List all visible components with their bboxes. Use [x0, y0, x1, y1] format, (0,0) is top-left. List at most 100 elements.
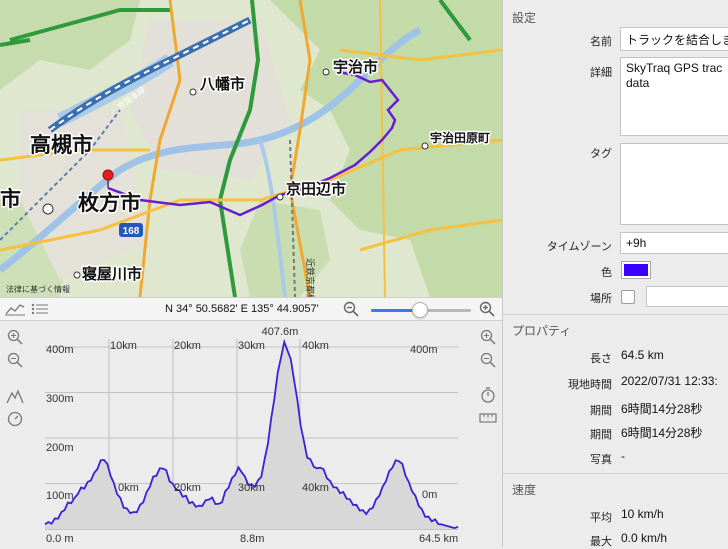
stopwatch-icon[interactable] [480, 386, 496, 404]
detail-field[interactable]: SkyTraq GPS trac data [620, 57, 728, 136]
inspector-panel: 設定 名前 トラックを結合しま 詳細 SkyTraq GPS trac data… [502, 0, 728, 548]
place-field[interactable] [646, 286, 728, 307]
zoom-slider-fill [371, 309, 419, 312]
line-graph-icon[interactable] [5, 302, 25, 316]
main-road [379, 0, 386, 297]
zoom-in-icon[interactable] [7, 329, 23, 345]
x-axis-start: 0.0 m [46, 533, 74, 545]
zoom-slider-thumb[interactable] [412, 302, 428, 318]
city-label-uji: 宇治市 [333, 58, 378, 76]
city-label-kyotanabe: 京田辺市 [286, 180, 346, 198]
duration-label: 期間 [590, 429, 612, 441]
timezone-field[interactable]: +9h [620, 232, 728, 254]
gps-track[interactable] [107, 70, 400, 217]
x-axis-mid: 8.8m [240, 533, 264, 545]
section-title-settings: 設定 [512, 11, 537, 25]
zoom-in-icon[interactable] [479, 301, 495, 317]
tags-label: タグ [590, 148, 612, 160]
zoom-out-icon[interactable] [480, 352, 496, 368]
name-field[interactable]: トラックを結合しま [620, 27, 728, 51]
avg-speed-label: 平均 [590, 512, 612, 524]
x-tick-label: 40km [302, 340, 329, 352]
city-dot [189, 88, 197, 96]
x-tick-label: 30km [238, 482, 265, 494]
map-view[interactable]: 168 高槻市 枚方市 市 八幡市 宇治市 京田辺市 宇治田原町 寝屋川市 京阪… [0, 0, 502, 297]
duration-value: 6時間14分28秒 [621, 402, 703, 416]
start-pin[interactable] [102, 169, 114, 181]
elevation-panel: 407.6m 400m 300m 200m 100m 10km 20km 30k… [0, 321, 502, 547]
hill-area [0, 0, 140, 90]
x-tick-label: 40km [302, 482, 329, 494]
y-tick-label: 200m [46, 442, 74, 454]
color-well[interactable] [621, 261, 651, 279]
x-tick-label: 10km [110, 340, 137, 352]
mountain-icon[interactable] [6, 388, 24, 404]
cursor-coordinates: N 34° 50.5682' E 135° 44.9057' [165, 303, 319, 315]
zoom-out-icon[interactable] [7, 352, 23, 368]
peak-label: 407.6m [262, 326, 299, 338]
divider [503, 473, 728, 474]
city-label-takatsuki: 高槻市 [30, 133, 93, 157]
color-swatch [624, 264, 648, 276]
max-speed-label: 最大 [590, 536, 612, 548]
map-canvas[interactable]: 168 高槻市 枚方市 市 八幡市 宇治市 京田辺市 宇治田原町 寝屋川市 京阪… [0, 0, 502, 297]
divider [503, 314, 728, 315]
length-value: 64.5 km [621, 348, 664, 362]
list-icon[interactable] [31, 302, 49, 316]
expressway [9, 8, 170, 42]
localtime-value: 2022/07/31 12:33: [621, 374, 718, 388]
river [0, 26, 422, 273]
railway-label: 近鉄京都線 [305, 258, 316, 297]
avg-speed-value: 10 km/h [621, 507, 664, 521]
speedometer-icon[interactable] [7, 411, 23, 427]
route-badge-label: 168 [123, 226, 140, 237]
photo-value: - [621, 449, 625, 463]
city-dot [322, 68, 330, 76]
y-tick-label-right: 0m [422, 489, 437, 501]
duration-label: 期間 [590, 405, 612, 417]
x-tick-label: 0km [118, 482, 139, 494]
city-label-ujitawara: 宇治田原町 [430, 130, 490, 145]
city-hall-icon [42, 203, 54, 215]
main-road [339, 48, 502, 62]
railway [289, 139, 296, 297]
elevation-chart[interactable]: 407.6m 400m 300m 200m 100m 10km 20km 30k… [0, 321, 502, 547]
y-tick-label-right: 400m [410, 344, 438, 356]
hill-area [240, 200, 330, 297]
section-title-speed: 速度 [512, 483, 537, 497]
main-road [0, 138, 502, 252]
x-axis-end: 64.5 km [419, 533, 458, 545]
name-label: 名前 [590, 36, 612, 48]
detail-text-line: data [626, 76, 650, 90]
city-dot [73, 271, 81, 279]
coordinate-toolbar: N 34° 50.5682' E 135° 44.9057' [0, 297, 502, 321]
place-checkbox[interactable] [621, 290, 635, 304]
detail-text-line: SkyTraq GPS trac [626, 61, 723, 75]
map-attribution[interactable]: 法律に基づく情報 [6, 284, 70, 294]
elevation-area [45, 342, 458, 529]
zoom-out-icon[interactable] [343, 301, 359, 317]
x-tick-label: 30km [238, 340, 265, 352]
city-label-hirakata: 枚方市 [78, 191, 141, 215]
city-dot [276, 193, 284, 201]
localtime-label: 現地時間 [568, 379, 612, 391]
photo-label: 写真 [590, 454, 612, 466]
detail-label: 詳細 [590, 67, 612, 79]
main-road [288, 0, 312, 297]
zoom-in-icon[interactable] [480, 329, 496, 345]
elevation-line [44, 338, 459, 530]
expressway [438, 0, 472, 42]
ruler-icon[interactable] [479, 413, 497, 423]
length-label: 長さ [590, 353, 612, 365]
x-tick-label: 20km [174, 340, 201, 352]
city-label-neyagawa: 寝屋川市 [82, 265, 142, 283]
y-tick-label: 400m [46, 344, 74, 356]
city-label-yawata: 八幡市 [199, 75, 245, 93]
city-hall-icon [54, 137, 66, 149]
y-tick-label: 100m [46, 490, 74, 502]
tags-field[interactable] [620, 143, 728, 225]
duration-value: 6時間14分28秒 [621, 426, 703, 440]
timezone-label: タイムゾーン [546, 241, 612, 253]
x-tick-label: 20km [174, 482, 201, 494]
main-road [0, 148, 150, 162]
